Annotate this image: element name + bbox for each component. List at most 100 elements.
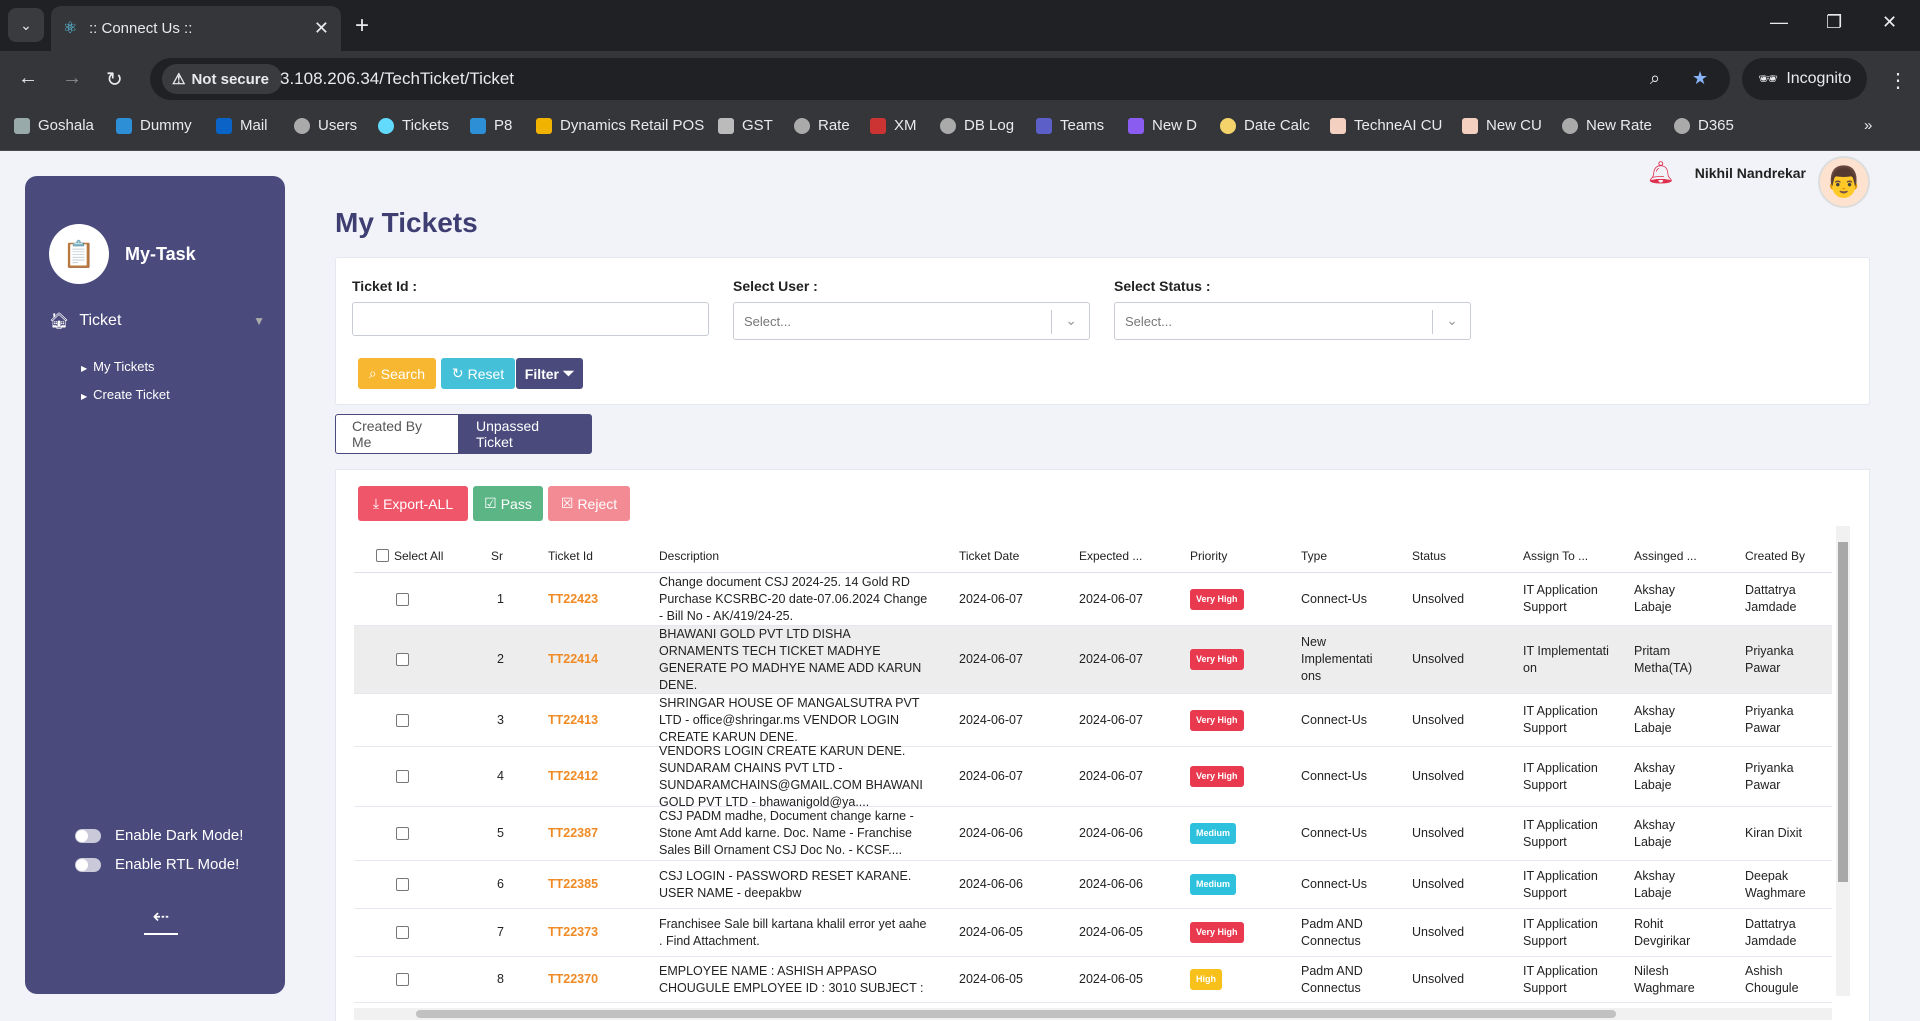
row-checkbox[interactable] <box>396 861 409 908</box>
th-ticket-id[interactable]: Ticket Id <box>548 549 593 563</box>
cell-ticket-id[interactable]: TT22373 <box>548 925 599 939</box>
table-row[interactable]: 1 TT22423 Change document CSJ 2024-25. 14… <box>354 573 1832 626</box>
forward-icon[interactable]: → <box>62 67 82 89</box>
table-row[interactable]: 8 TT22370 EMPLOYEE NAME : ASHISH APPASO C… <box>354 957 1832 1003</box>
incognito-badge[interactable]: 🕶 Incognito <box>1742 58 1867 100</box>
table-row[interactable]: 6 TT22385 CSJ LOGIN - PASSWORD RESET KARA… <box>354 861 1832 909</box>
tab-search-button[interactable]: ⌄ <box>8 8 44 42</box>
priority-badge: Very High <box>1190 649 1244 670</box>
table-row[interactable]: 7 TT22373 Franchisee Sale bill kartana kh… <box>354 909 1832 957</box>
cell-ticket-id[interactable]: TT22423 <box>548 591 599 606</box>
cell-description: SHRINGAR HOUSE OF MANGALSUTRA PVT LTD - … <box>659 695 920 744</box>
reset-button[interactable]: ↻ Reset <box>441 358 515 389</box>
minimize-icon[interactable]: — <box>1770 12 1788 32</box>
cell-assigned: Nilesh Waghmare <box>1634 963 1695 995</box>
notification-bell-icon[interactable]: 🔔︎ <box>1646 160 1675 185</box>
table-row[interactable]: 3 TT22413 SHRINGAR HOUSE OF MANGALSUTRA P… <box>354 694 1832 747</box>
bookmark-goshala[interactable]: Goshala <box>14 117 94 134</box>
reload-icon[interactable]: ↻ <box>106 69 123 91</box>
row-checkbox[interactable] <box>396 573 409 625</box>
th-expected[interactable]: Expected ... <box>1079 549 1143 563</box>
bookmark-db-log[interactable]: DB Log <box>940 117 1014 134</box>
sidebar-item-my-tickets[interactable]: ▶ My Tickets <box>81 359 155 374</box>
toggle-switch[interactable] <box>75 828 101 843</box>
bookmark-date-calc[interactable]: Date Calc <box>1220 117 1310 134</box>
horizontal-scrollbar[interactable] <box>354 1008 1832 1020</box>
sidebar-item-create-ticket[interactable]: ▶ Create Ticket <box>81 387 170 402</box>
bookmark-new-cu[interactable]: New CU <box>1462 117 1542 134</box>
cell-ticket-id[interactable]: TT22387 <box>548 826 599 840</box>
select-status-dropdown[interactable]: Select... ⌄ <box>1114 302 1471 340</box>
bookmark-rate[interactable]: Rate <box>794 117 850 134</box>
table-row[interactable]: 2 TT22414 BHAWANI GOLD PVT LTD DISHA ORNA… <box>354 626 1832 694</box>
tab-unpassed-ticket[interactable]: Unpassed Ticket <box>459 414 592 454</box>
sidebar: 📋 My-Task 🏠︎ Ticket ▼ ▶ My Tickets ▶ Creat… <box>25 176 285 994</box>
search-button[interactable]: ⌕ Search <box>358 358 436 389</box>
th-created-by[interactable]: Created By <box>1745 549 1806 563</box>
cell-assigned: Akshay Labaje <box>1634 868 1675 900</box>
bookmark-tickets[interactable]: Tickets <box>378 117 449 134</box>
toggle-switch[interactable] <box>75 857 101 872</box>
bookmark-gst[interactable]: GST <box>718 117 773 134</box>
cell-created-by: Priyanka Pawar <box>1745 643 1794 675</box>
menu-icon[interactable]: ⋮ <box>1888 70 1908 92</box>
address-bar[interactable]: ⚠ Not secure 3.108.206.34/TechTicket/Tic… <box>150 58 1730 100</box>
bookmark-users[interactable]: Users <box>294 117 357 134</box>
sidebar-item-ticket[interactable]: 🏠︎ Ticket ▼ <box>49 312 265 330</box>
browser-tab[interactable]: ⚛ :: Connect Us :: ✕ <box>51 6 341 51</box>
th-assigned[interactable]: Assinged ... <box>1634 549 1697 563</box>
bookmark-dynamics-retail-pos[interactable]: Dynamics Retail POS <box>536 117 704 134</box>
tab-created-by-me[interactable]: Created By Me <box>335 414 459 454</box>
star-icon[interactable]: ★ <box>1692 68 1709 88</box>
cell-ticket-id[interactable]: TT22414 <box>548 652 599 666</box>
user-menu[interactable]: 🔔︎ Nikhil Nandrekar 👨 <box>1646 151 1870 208</box>
th-assign-to[interactable]: Assign To ... <box>1523 549 1589 563</box>
pass-button[interactable]: ☑ Pass <box>473 486 543 521</box>
select-all-checkbox[interactable] <box>376 548 393 563</box>
back-icon[interactable]: ← <box>18 67 38 89</box>
cell-ticket-id[interactable]: TT22413 <box>548 712 599 727</box>
bookmark-techneai-cu[interactable]: TechneAI CU <box>1330 117 1442 134</box>
cell-ticket-id[interactable]: TT22385 <box>548 877 599 891</box>
new-tab-button[interactable]: + <box>355 12 370 39</box>
bookmark-new-rate[interactable]: New Rate <box>1562 117 1652 134</box>
vertical-scrollbar[interactable] <box>1836 526 1850 996</box>
reject-button[interactable]: ☒ Reject <box>548 486 630 521</box>
row-checkbox[interactable] <box>396 694 409 746</box>
bookmark-d365[interactable]: D365 <box>1674 117 1734 134</box>
th-status[interactable]: Status <box>1412 549 1447 563</box>
cell-ticket-id[interactable]: TT22370 <box>548 972 599 986</box>
bookmark-new-d[interactable]: New D <box>1128 117 1197 134</box>
th-ticket-date[interactable]: Ticket Date <box>959 549 1020 563</box>
more-bookmarks-icon[interactable]: » <box>1864 117 1873 134</box>
restore-icon[interactable]: ❐ <box>1826 12 1843 32</box>
bookmark-dummy[interactable]: Dummy <box>116 117 192 134</box>
avatar[interactable]: 👨 <box>1818 156 1870 208</box>
zoom-icon[interactable]: ⌕ <box>1650 68 1661 88</box>
bookmark-teams[interactable]: Teams <box>1036 117 1104 134</box>
th-type[interactable]: Type <box>1301 549 1328 563</box>
row-checkbox[interactable] <box>396 957 409 1002</box>
row-checkbox[interactable] <box>396 807 409 860</box>
cell-ticket-id[interactable]: TT22412 <box>548 769 599 783</box>
row-checkbox[interactable] <box>396 909 409 956</box>
not-secure-badge[interactable]: ⚠ Not secure <box>162 64 282 94</box>
collapse-sidebar-icon[interactable]: ⇠ <box>144 904 178 935</box>
export-all-button[interactable]: ⤓ Export-ALL <box>358 486 468 521</box>
th-description[interactable]: Description <box>659 549 720 563</box>
ticket-id-input[interactable] <box>352 302 709 336</box>
dark-mode-toggle[interactable]: Enable Dark Mode! <box>75 827 243 844</box>
row-checkbox[interactable] <box>396 747 409 806</box>
table-row[interactable]: 5 TT22387 CSJ PADM madhe, Document change… <box>354 807 1832 861</box>
bookmark-mail[interactable]: Mail <box>216 117 268 134</box>
close-tab-icon[interactable]: ✕ <box>313 18 329 38</box>
select-user-dropdown[interactable]: Select... ⌄ <box>733 302 1090 340</box>
close-window-icon[interactable]: ✕ <box>1882 12 1898 32</box>
filter-button[interactable]: Filter ⏷ <box>516 358 583 389</box>
rtl-mode-toggle[interactable]: Enable RTL Mode! <box>75 856 239 873</box>
th-priority[interactable]: Priority <box>1190 549 1228 563</box>
bookmark-xm[interactable]: XM <box>870 117 917 134</box>
table-row[interactable]: 4 TT22412 VENDORS LOGIN CREATE KARUN DENE… <box>354 744 1832 809</box>
row-checkbox[interactable] <box>396 626 409 693</box>
bookmark-p8[interactable]: P8 <box>470 117 512 134</box>
